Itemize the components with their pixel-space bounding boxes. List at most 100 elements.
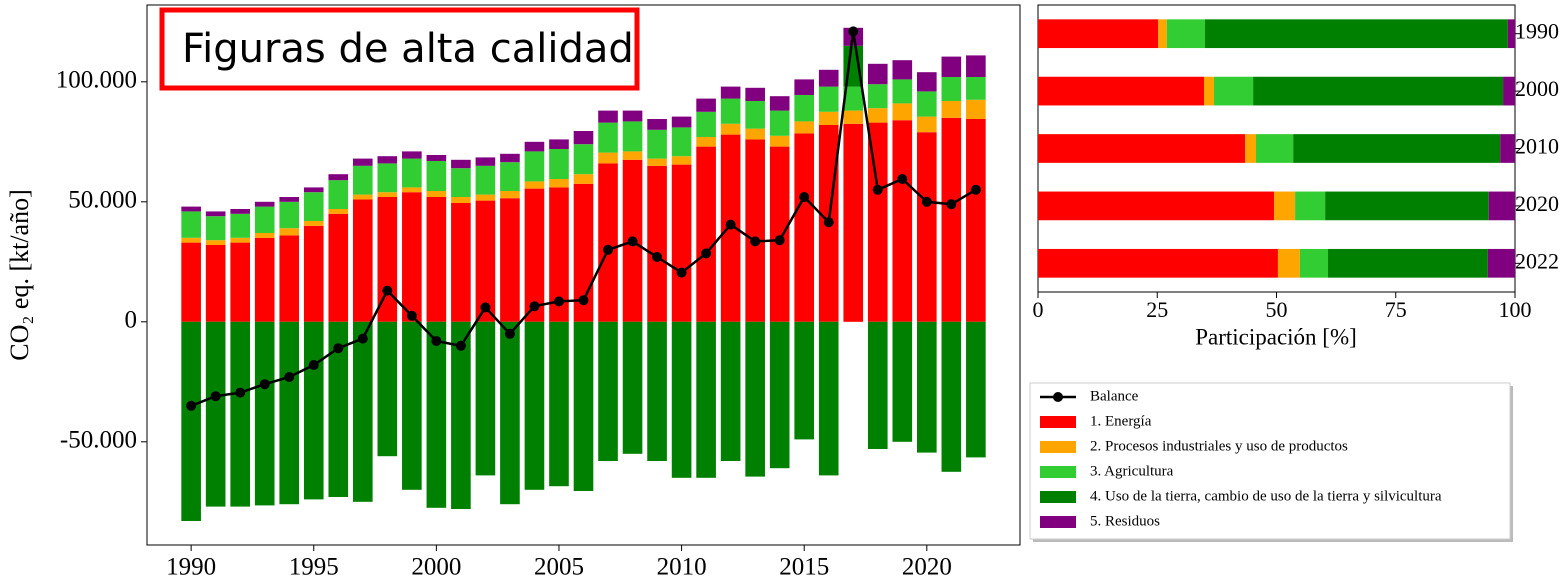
- balance-point: [480, 302, 491, 313]
- bar-segment: [1488, 191, 1515, 221]
- bar-segment: [966, 99, 986, 119]
- balance-point: [186, 400, 197, 411]
- bar-segment: [892, 120, 913, 322]
- x-tick-label: 0: [1033, 297, 1044, 322]
- balance-point: [210, 391, 221, 402]
- balance-point: [284, 372, 295, 382]
- bar-segment: [1500, 134, 1515, 163]
- balance-point: [750, 236, 761, 247]
- legend-swatch: [1040, 491, 1076, 503]
- x-tick-label: 2020: [902, 554, 952, 581]
- bar-segment: [254, 233, 275, 238]
- bar-segment: [303, 321, 324, 500]
- bar-segment: [230, 209, 250, 214]
- y-tick-label: 100.000: [56, 67, 137, 94]
- bar-segment: [720, 123, 741, 135]
- legend-marker: [1053, 392, 1063, 402]
- bar-segment: [818, 69, 839, 87]
- bar-segment: [181, 211, 201, 238]
- bar-segment: [843, 110, 864, 124]
- bar-segment: [426, 161, 447, 191]
- bar-segment: [622, 121, 643, 152]
- bar-segment: [720, 86, 741, 99]
- bar-segment: [451, 168, 471, 197]
- balance-point: [897, 174, 908, 184]
- bar-segment: [966, 55, 986, 77]
- bar-segment: [181, 321, 201, 521]
- legend-swatch: [1040, 416, 1076, 428]
- bar-segment: [598, 163, 618, 322]
- y-tick-label: 0: [125, 307, 138, 334]
- bar-segment: [818, 321, 839, 476]
- x-tick-label: 1995: [289, 554, 339, 581]
- bar-segment: [303, 192, 324, 221]
- bar-segment: [622, 151, 643, 160]
- bar-segment: [769, 110, 790, 136]
- bar-segment: [966, 321, 986, 458]
- bar-segment: [500, 198, 520, 322]
- y-tick-label: 2010: [1515, 134, 1559, 159]
- bar-segment: [1487, 248, 1515, 278]
- balance-point: [799, 192, 810, 202]
- bar-segment: [917, 91, 937, 117]
- legend-swatch: [1040, 466, 1076, 478]
- y-tick-label: 1990: [1515, 19, 1559, 44]
- bar-segment: [279, 197, 300, 202]
- bar-segment: [696, 98, 716, 112]
- bar-segment: [671, 156, 692, 165]
- bar-segment: [181, 242, 201, 322]
- bar-segment: [794, 121, 815, 134]
- bar-segment: [598, 321, 618, 461]
- legend-swatch: [1040, 516, 1076, 528]
- bar-segment: [279, 321, 300, 505]
- legend-label: Balance: [1090, 388, 1139, 404]
- balance-point: [774, 235, 785, 246]
- bar-segment: [818, 111, 839, 125]
- bar-segment: [303, 225, 324, 322]
- bar-segment: [794, 95, 815, 122]
- bar-segment: [377, 163, 398, 193]
- bar-segment: [671, 321, 692, 478]
- bar-segment: [1203, 76, 1215, 106]
- bar-segment: [451, 203, 471, 322]
- bar-segment: [867, 108, 888, 123]
- balance-point: [357, 333, 368, 344]
- bar-segment: [1214, 76, 1254, 106]
- x-tick-label: 2015: [779, 554, 829, 581]
- bar-segment: [524, 321, 545, 490]
- balance-point: [627, 236, 638, 247]
- bar-segment: [966, 119, 986, 322]
- bar-segment: [671, 127, 692, 157]
- balance-point: [406, 310, 417, 321]
- bar-segment: [1038, 134, 1246, 163]
- bar-segment: [303, 187, 324, 193]
- bar-segment: [549, 179, 569, 188]
- balance-point: [701, 248, 712, 259]
- bar-segment: [205, 240, 226, 245]
- bar-segment: [1293, 134, 1501, 163]
- bar-segment: [352, 321, 373, 502]
- bar-segment: [1295, 191, 1326, 221]
- bar-segment: [1274, 191, 1296, 221]
- bar-segment: [720, 321, 741, 461]
- bar-segment: [941, 101, 962, 118]
- bar-segment: [328, 174, 349, 181]
- bar-segment: [769, 321, 790, 469]
- bar-segment: [524, 141, 545, 152]
- bar-segment: [279, 201, 300, 229]
- bar-segment: [426, 155, 447, 161]
- bar-segment: [352, 158, 373, 166]
- bar-segment: [1255, 134, 1294, 163]
- balance-point: [676, 267, 687, 278]
- bar-segment: [254, 321, 275, 506]
- bar-segment: [1038, 19, 1159, 49]
- bar-segment: [549, 321, 569, 487]
- annotation: Figuras de alta calidad: [182, 26, 634, 72]
- balance-point: [382, 285, 393, 296]
- bar-segment: [1245, 134, 1256, 163]
- bar-segment: [598, 122, 618, 153]
- x-tick-label: 100: [1499, 297, 1532, 322]
- bar-segment: [867, 63, 888, 85]
- bar-segment: [328, 321, 349, 497]
